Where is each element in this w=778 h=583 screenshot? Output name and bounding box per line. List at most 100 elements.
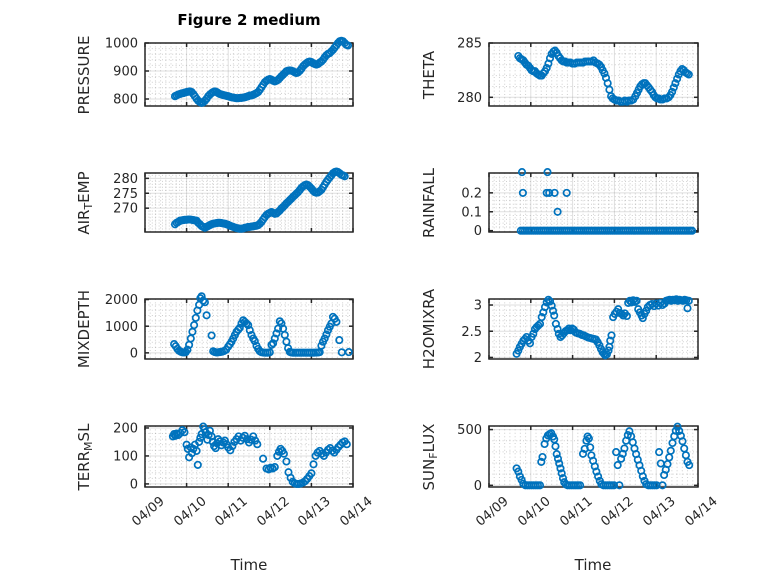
y-tick-label: 0: [130, 477, 138, 492]
data-point: [245, 326, 254, 335]
terr-msl-plot: 0 100 200: [113, 422, 354, 492]
data-point: [685, 461, 694, 470]
data-point: [309, 460, 318, 469]
data-point: [335, 336, 344, 345]
ylabel-terr-msl: TERR M SL: [75, 423, 95, 490]
data-point: [594, 472, 603, 481]
data-point: [253, 440, 262, 449]
data-point: [684, 296, 693, 305]
data-point: [535, 481, 545, 490]
data-point: [550, 188, 559, 197]
data-point: [548, 306, 558, 315]
data-point: [609, 481, 619, 490]
data-point: [638, 314, 647, 323]
y-tick-label: 2000: [105, 293, 138, 308]
data-point: [584, 434, 593, 443]
y-tick-label: 3: [474, 299, 482, 314]
data-points: [514, 46, 693, 106]
data-point: [190, 321, 199, 330]
y-tick-labels: 0 100 200: [113, 422, 138, 493]
data-point: [678, 437, 687, 446]
data-point: [193, 460, 202, 469]
data-point: [632, 296, 641, 305]
x-tick-label: 04/14: [337, 494, 376, 530]
data-point: [669, 83, 678, 92]
pressure-plot: 800 900 1000: [105, 37, 354, 108]
data-points: [170, 36, 353, 107]
data-point: [655, 448, 664, 457]
data-point: [638, 472, 647, 481]
data-point: [267, 340, 276, 349]
data-point: [620, 444, 629, 453]
data-point: [178, 426, 187, 435]
data-point: [342, 440, 351, 449]
ylabel-sun-flux: SUN F LUX: [420, 423, 440, 490]
data-point: [683, 304, 692, 313]
data-point: [675, 426, 684, 435]
data-point: [518, 188, 527, 197]
data-point: [514, 467, 523, 476]
data-point: [199, 296, 208, 305]
y-tick-label: 280: [457, 91, 482, 106]
x-tick-label: 04/11: [556, 494, 596, 530]
data-point: [622, 311, 631, 321]
data-point: [259, 454, 268, 463]
data-point: [666, 446, 675, 455]
data-point: [286, 473, 295, 482]
data-point: [234, 325, 243, 334]
axes-box: [488, 298, 699, 360]
data-points: [170, 167, 349, 233]
data-point: [235, 323, 244, 332]
data-point: [228, 442, 237, 451]
y-tick-label: 0: [130, 346, 138, 361]
rainfall-plot: 0 0.1 0.2: [461, 168, 699, 239]
axes-box: [488, 42, 699, 107]
x-tick-label: 04/12: [598, 494, 638, 530]
ylabel-air-temp: AIR T EMP: [75, 170, 95, 235]
data-point: [180, 428, 189, 437]
data-point: [550, 311, 559, 320]
data-point: [250, 337, 259, 346]
data-point: [183, 345, 192, 354]
data-point: [576, 481, 585, 490]
y-tick-label: 275: [113, 187, 138, 202]
data-points: [512, 295, 693, 360]
data-point: [529, 329, 538, 338]
data-point: [562, 188, 571, 197]
y-tick-labels: 22.53: [461, 299, 482, 366]
y-tick-labels: 0 500: [457, 423, 482, 494]
x-axis-label-right: Time: [574, 556, 612, 574]
h2omixra-plot: 22.53: [461, 295, 699, 366]
plot-area: [489, 299, 698, 359]
data-point: [332, 317, 341, 326]
data-point: [658, 481, 667, 490]
data-point: [344, 348, 353, 357]
data-point: [553, 325, 562, 334]
data-point: [197, 292, 206, 301]
data-point: [534, 321, 543, 330]
data-point: [537, 457, 546, 466]
data-point: [192, 446, 201, 455]
data-point: [207, 331, 216, 340]
data-point: [517, 475, 526, 484]
figure-title: Figure 2 medium: [177, 11, 321, 29]
data-point: [558, 474, 568, 483]
data-point: [564, 324, 573, 333]
data-point: [615, 481, 624, 490]
data-point: [191, 313, 200, 322]
data-point: [538, 452, 547, 462]
data-point: [553, 454, 563, 463]
data-point: [244, 321, 253, 330]
data-point: [688, 226, 697, 235]
data-points: [516, 168, 697, 235]
data-point: [320, 334, 329, 343]
axes-box: [144, 42, 354, 107]
x-tick-label: 04/10: [515, 494, 554, 530]
y-tick-label: 1000: [105, 37, 138, 52]
data-point: [238, 433, 247, 442]
y-tick-label: 500: [457, 423, 482, 438]
data-point: [671, 426, 680, 435]
y-tick-label: 2.5: [461, 325, 482, 340]
ylabel-h2omixra: H2OMIXRA: [420, 288, 438, 370]
